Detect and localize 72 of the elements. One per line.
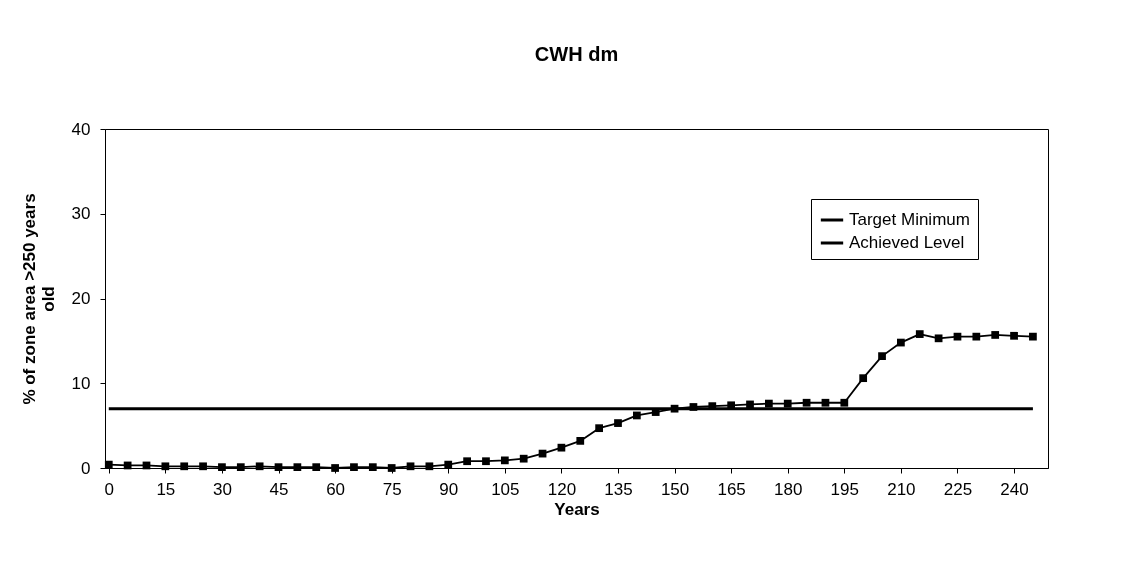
y-tick-label: 30	[71, 204, 91, 224]
y-tick-label: 40	[71, 119, 91, 139]
x-tick-label: 60	[326, 479, 346, 499]
point	[406, 462, 415, 471]
point	[557, 443, 566, 452]
point	[161, 462, 170, 471]
point	[368, 463, 377, 472]
x-tick-label: 180	[774, 479, 803, 499]
x-tick-label: 0	[104, 479, 115, 499]
point	[482, 457, 490, 466]
point	[444, 460, 453, 469]
point	[746, 400, 754, 409]
point	[387, 464, 396, 472]
chart-title: CWH dm	[534, 43, 619, 65]
point	[331, 464, 339, 472]
point	[821, 398, 830, 407]
x-tick-label: 150	[660, 479, 690, 499]
point	[897, 338, 905, 347]
point	[274, 463, 283, 472]
point	[614, 419, 622, 427]
x-tick-label: 135	[604, 479, 633, 499]
point	[670, 404, 679, 413]
x-tick-label: 225	[943, 479, 973, 499]
point	[312, 463, 321, 472]
y-tick-label: 20	[71, 289, 91, 308]
x-tick-label: 45	[269, 479, 289, 499]
point	[350, 463, 358, 472]
point	[519, 454, 528, 463]
point	[218, 463, 226, 472]
point	[1010, 331, 1018, 340]
point	[576, 437, 585, 445]
legend-label: Target Minimum	[849, 210, 970, 229]
point	[878, 352, 886, 360]
point	[255, 462, 264, 471]
x-tick-label: 15	[156, 479, 176, 499]
x-tick-label: 90	[439, 479, 459, 499]
point	[802, 398, 811, 407]
point	[953, 332, 962, 341]
x-tick-label: 105	[491, 479, 520, 499]
point	[934, 334, 943, 343]
y-axis-title: % of zone area >250 years old	[19, 193, 58, 405]
point	[765, 399, 773, 408]
point	[236, 463, 245, 472]
y-tick-label: 10	[71, 373, 91, 393]
x-tick-label: 165	[717, 479, 746, 499]
point	[180, 462, 189, 471]
point	[840, 398, 849, 407]
point	[199, 462, 207, 471]
point	[104, 460, 113, 469]
point	[689, 403, 698, 411]
x-tick-label: 240	[1000, 479, 1029, 499]
point	[293, 463, 302, 472]
x-tick-label: 120	[547, 479, 577, 499]
x-tick-label: 30	[212, 479, 232, 499]
point	[972, 332, 981, 341]
point	[859, 374, 868, 383]
point	[783, 399, 792, 408]
legend-label: Achieved Level	[849, 233, 965, 252]
x-tick-label: 75	[382, 479, 402, 499]
y-tick-label: 0	[81, 458, 91, 478]
point	[500, 456, 509, 465]
point	[632, 411, 641, 420]
point	[463, 457, 471, 466]
point	[123, 461, 132, 470]
x-tick-label: 195	[830, 479, 859, 499]
point	[425, 462, 434, 471]
x-axis-title: Years	[554, 499, 600, 519]
point	[595, 424, 603, 433]
point	[991, 331, 1000, 339]
point	[1029, 332, 1037, 341]
point	[915, 330, 924, 338]
x-tick-label: 210	[887, 479, 916, 499]
